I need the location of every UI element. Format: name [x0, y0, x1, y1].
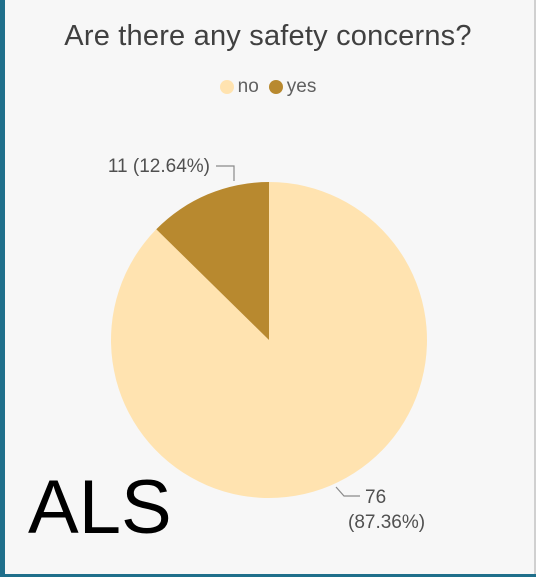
legend-swatch-yes [268, 80, 283, 94]
data-label-no-count: 76 [365, 487, 386, 508]
chart-legend: no yes [0, 76, 536, 98]
data-label-no-percent: (87.36%) [348, 512, 425, 533]
legend-item-no[interactable]: no [219, 76, 259, 98]
leader-line-yes [216, 165, 235, 181]
legend-swatch-no [219, 80, 234, 94]
leader-line-no [335, 486, 360, 497]
right-divider [534, 0, 536, 577]
bottom-accent-bar [0, 574, 536, 577]
pie-slice-yes[interactable] [156, 182, 269, 340]
legend-label-yes: yes [286, 76, 317, 97]
chart-title: Are there any safety concerns? [64, 20, 472, 52]
overlay-text: ALS [28, 465, 172, 550]
legend-item-yes[interactable]: yes [268, 76, 317, 98]
data-label-yes: 11 (12.64%) [108, 156, 210, 177]
legend-label-no: no [237, 76, 259, 97]
left-accent-bar [0, 0, 5, 577]
